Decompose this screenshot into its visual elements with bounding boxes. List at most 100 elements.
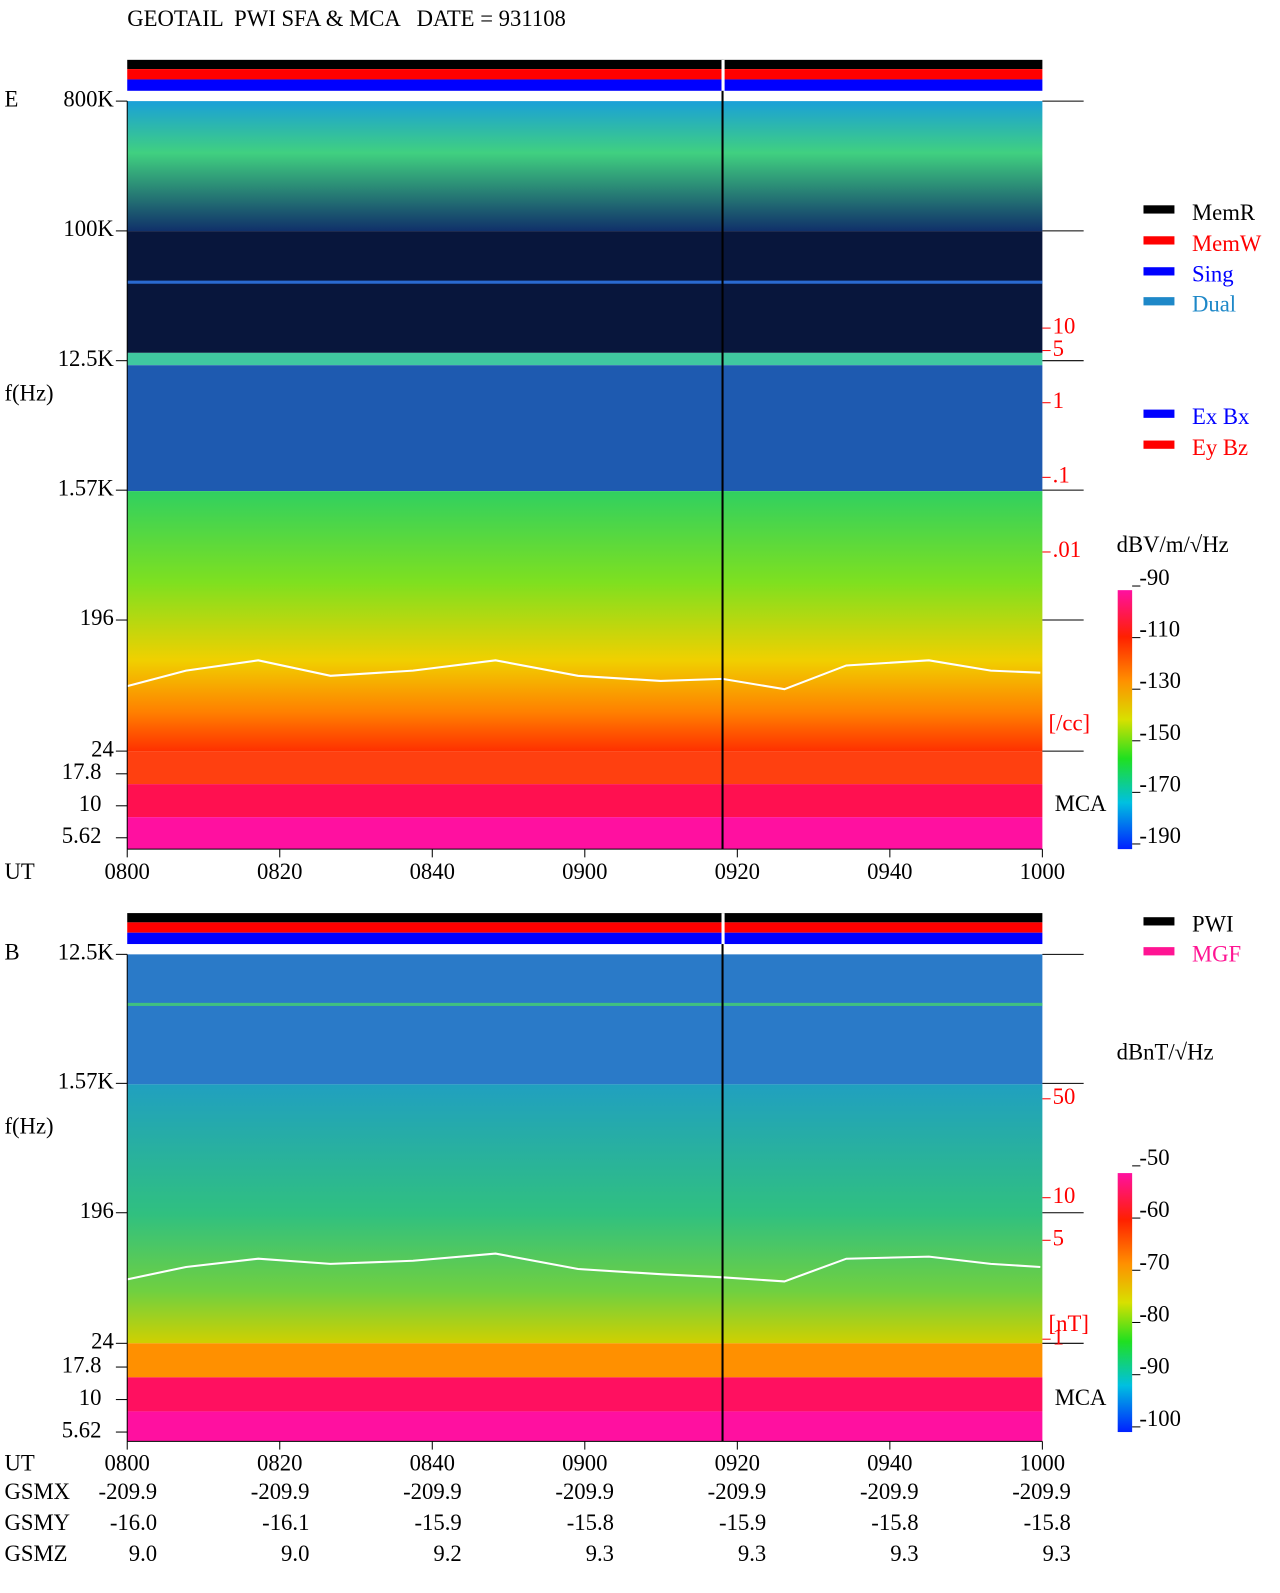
orbit-value: -16.1 xyxy=(262,1510,309,1535)
orbit-row-label: GSMX xyxy=(4,1479,70,1504)
x-tick-label: 0940 xyxy=(867,859,912,884)
legend-swatch xyxy=(1143,947,1175,956)
orbit-value: -209.9 xyxy=(1012,1479,1071,1504)
spectrogram-background xyxy=(127,101,1043,232)
legend-swatch xyxy=(1143,205,1175,214)
y2-tick-label: 5 xyxy=(1053,1225,1064,1250)
orbit-value: 9.3 xyxy=(1042,1541,1070,1566)
legend-swatch xyxy=(1143,409,1175,418)
y2-unit-label: [nT] xyxy=(1049,1311,1089,1336)
x-axis-label: UT xyxy=(4,1450,34,1475)
spectrogram-background xyxy=(127,1002,1043,1006)
spectrogram-background xyxy=(127,817,1043,850)
y-tick-label: 24 xyxy=(91,736,114,761)
orbit-value: 9.3 xyxy=(586,1541,614,1566)
colorbar-label: dBnT/√Hz xyxy=(1117,1040,1214,1065)
orbit-value: -15.9 xyxy=(414,1510,461,1535)
colorbar-tick-label: -100 xyxy=(1139,1406,1181,1431)
status-bar xyxy=(127,922,1043,933)
x-tick-label: 0920 xyxy=(715,859,760,884)
spectrogram-background xyxy=(127,954,1043,1085)
colorbar-tick-label: -50 xyxy=(1139,1145,1169,1170)
x-tick-label: 1000 xyxy=(1020,1450,1065,1475)
orbit-value: -15.8 xyxy=(567,1510,614,1535)
y-tick-label: 1.57K xyxy=(58,1069,115,1094)
orbit-value: -209.9 xyxy=(251,1479,310,1504)
legend-label: PWI xyxy=(1192,912,1234,937)
colorbar xyxy=(1117,590,1133,850)
legend-swatch xyxy=(1143,236,1175,245)
panel-label: E xyxy=(4,86,18,111)
y2-tick-label: 50 xyxy=(1053,1084,1076,1109)
page-title: GEOTAIL PWI SFA & MCA DATE = 931108 xyxy=(127,6,566,31)
x-tick-label: 0940 xyxy=(867,1450,912,1475)
orbit-value: -15.8 xyxy=(1024,1510,1071,1535)
legend-label: MemR xyxy=(1192,200,1256,225)
mca-tick-label: 10 xyxy=(79,1385,102,1410)
y-tick-label: 800K xyxy=(63,86,114,111)
x-tick-label: 0920 xyxy=(715,1450,760,1475)
legend-label: Sing xyxy=(1192,262,1234,287)
orbit-value: 9.0 xyxy=(281,1541,309,1566)
colorbar xyxy=(1117,1173,1133,1433)
x-tick-label: 0900 xyxy=(562,1450,607,1475)
orbit-row-label: GSMZ xyxy=(4,1541,67,1566)
status-gap xyxy=(721,913,725,945)
x-tick-label: 0840 xyxy=(410,859,455,884)
y2-tick-label: 1 xyxy=(1053,388,1064,413)
x-axis-label: UT xyxy=(4,859,34,884)
y-tick-label: 196 xyxy=(80,1198,114,1223)
colorbar-tick-label: -170 xyxy=(1139,771,1181,796)
orbit-value: 9.2 xyxy=(433,1541,461,1566)
legend-label: Ey Bz xyxy=(1192,435,1248,460)
x-tick-label: 0820 xyxy=(257,859,302,884)
colorbar-label: dBV/m/√Hz xyxy=(1117,532,1229,557)
colorbar-tick-label: -60 xyxy=(1139,1197,1169,1222)
mca-tick-label: 10 xyxy=(79,791,102,816)
x-tick-label: 0820 xyxy=(257,1450,302,1475)
x-tick-label: 0840 xyxy=(410,1450,455,1475)
field-trace xyxy=(127,1252,1041,1283)
y-tick-label: 12.5K xyxy=(58,940,115,965)
spectrogram-background xyxy=(127,352,1043,366)
spectrogram-background xyxy=(127,1343,1043,1378)
status-gap xyxy=(721,59,725,91)
panel-label: B xyxy=(4,940,19,965)
mca-tick-label: 17.8 xyxy=(62,1352,102,1377)
status-bar xyxy=(127,59,1043,70)
status-bar xyxy=(127,932,1043,945)
y2-tick-label: .1 xyxy=(1053,463,1070,488)
y-axis-label: f(Hz) xyxy=(4,380,53,405)
y-tick-label: 1.57K xyxy=(58,475,115,500)
y2-tick-label: 1 xyxy=(1053,1324,1064,1349)
status-bar xyxy=(127,79,1043,91)
colorbar-tick-label: -150 xyxy=(1139,720,1181,745)
legend-swatch xyxy=(1143,267,1175,276)
status-bar xyxy=(127,913,1043,923)
colorbar-tick-label: -90 xyxy=(1139,565,1169,590)
spectrogram-background xyxy=(127,1084,1043,1344)
y-axis-label: f(Hz) xyxy=(4,1113,53,1138)
colorbar-tick-label: -80 xyxy=(1139,1301,1169,1326)
y-tick-label: 24 xyxy=(91,1329,114,1354)
spectrogram-background xyxy=(127,491,1043,752)
status-bar xyxy=(127,69,1043,80)
orbit-value: -209.9 xyxy=(708,1479,767,1504)
orbit-value: 9.0 xyxy=(129,1541,157,1566)
x-tick-label: 0800 xyxy=(105,1450,150,1475)
orbit-value: 9.3 xyxy=(890,1541,918,1566)
legend-label: Ex Bx xyxy=(1192,404,1250,429)
x-tick-label: 0800 xyxy=(105,859,150,884)
legend-swatch xyxy=(1143,297,1175,306)
spectrogram-background xyxy=(127,1377,1043,1412)
orbit-row-label: GSMY xyxy=(4,1510,70,1535)
y-tick-label: 12.5K xyxy=(58,346,115,371)
orbit-value: -16.0 xyxy=(110,1510,157,1535)
orbit-value: -15.8 xyxy=(871,1510,918,1535)
x-tick-label: 0900 xyxy=(562,859,607,884)
orbit-value: 9.3 xyxy=(738,1541,766,1566)
colorbar-tick-label: -90 xyxy=(1139,1354,1169,1379)
orbit-value: -15.9 xyxy=(719,1510,766,1535)
spectrogram-background xyxy=(127,784,1043,818)
y-tick-label: 196 xyxy=(80,605,114,630)
